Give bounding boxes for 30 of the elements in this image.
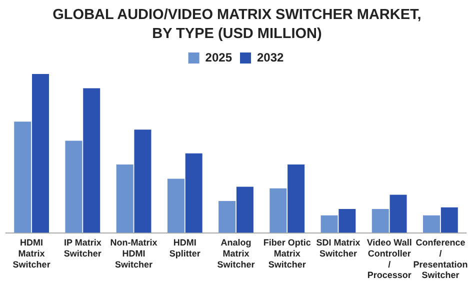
x-tick-label: Fiber Optic Matrix Switcher — [263, 238, 311, 270]
bar — [218, 201, 236, 233]
bar — [423, 215, 440, 233]
x-tick-label: Analog Matrix Switcher — [217, 238, 256, 270]
chart-title: GLOBAL AUDIO/VIDEO MATRIX SWITCHER MARKET, BY TYPE (USD MILLION) — [52, 6, 422, 44]
bar — [372, 208, 389, 233]
bar — [270, 188, 287, 233]
bar — [440, 207, 458, 233]
bar — [185, 153, 202, 233]
x-tick-label: HDMI Splitter — [169, 238, 201, 258]
bar — [134, 130, 152, 233]
bar — [288, 164, 305, 233]
legend-label: 2025 — [205, 50, 232, 64]
bar — [236, 186, 254, 233]
bar — [83, 88, 100, 233]
bar — [32, 74, 49, 233]
x-tick-label: IP Matrix Switcher — [64, 238, 102, 258]
x-tick-label: Conference / Presentation Switcher — [413, 238, 468, 280]
x-tick-label: Non-Matrix HDMI Switcher — [110, 238, 158, 270]
bar — [320, 215, 338, 233]
bar — [14, 122, 32, 233]
bar — [167, 178, 184, 233]
bar — [65, 140, 82, 233]
x-tick-label: Video Wall Controller / Processor — [366, 238, 412, 280]
legend-label: 2032 — [257, 50, 284, 64]
bar — [338, 208, 356, 233]
x-tick-label: SDI Matrix Switcher — [316, 238, 360, 258]
bar — [390, 194, 407, 233]
bar — [116, 164, 134, 233]
x-tick-label: HDMI Matrix Switcher — [12, 238, 51, 270]
